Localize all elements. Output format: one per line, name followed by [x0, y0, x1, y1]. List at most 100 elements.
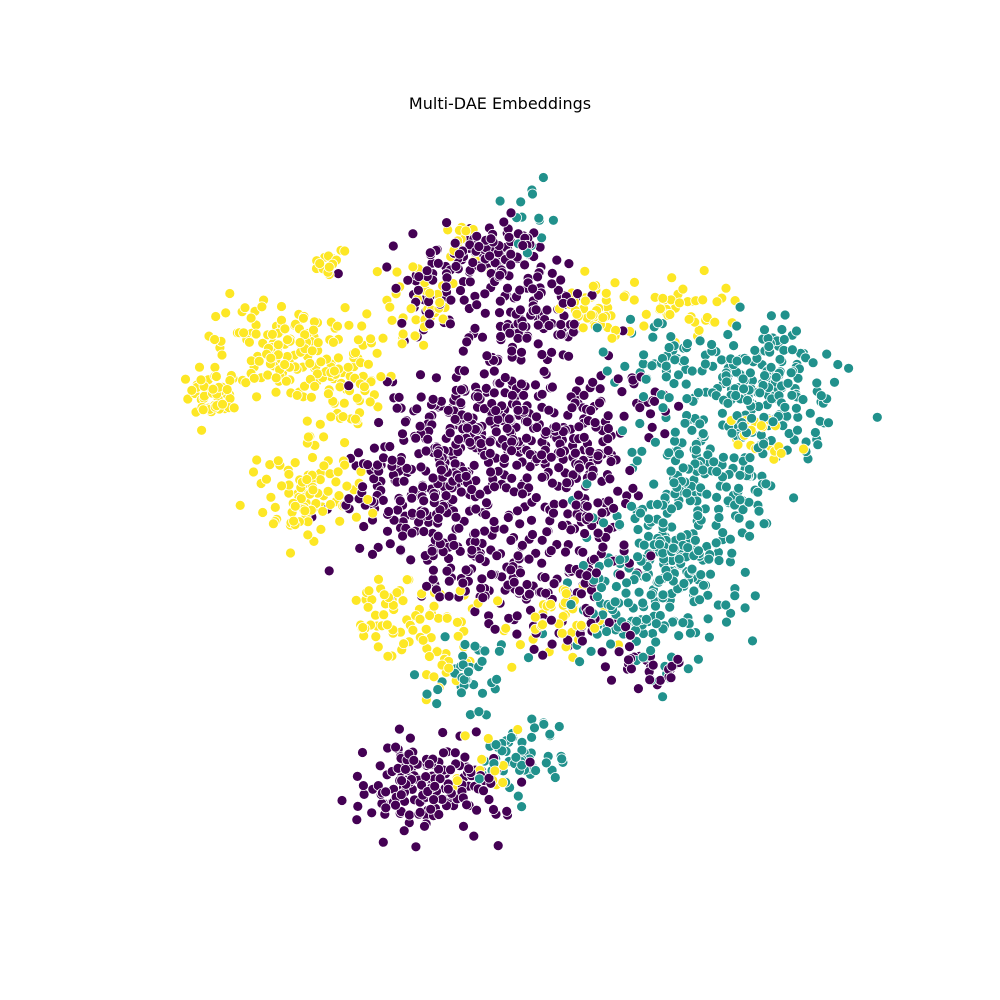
scatter-point — [240, 377, 252, 389]
scatter-point — [434, 297, 446, 308]
scatter-point — [492, 413, 504, 425]
scatter-point — [686, 365, 698, 377]
scatter-point — [423, 758, 435, 770]
scatter-point — [606, 332, 618, 344]
scatter-point — [324, 499, 336, 510]
scatter-point — [221, 384, 233, 395]
scatter-point — [471, 804, 483, 816]
scatter-point — [279, 323, 291, 335]
scatter-point — [234, 499, 246, 511]
scatter-point — [451, 775, 463, 787]
scatter-point — [587, 376, 599, 388]
scatter-point — [502, 282, 513, 294]
scatter-point — [424, 318, 436, 330]
scatter-point — [613, 646, 625, 658]
scatter-point — [646, 360, 658, 372]
scatter-point — [314, 258, 326, 269]
scatter-point — [551, 254, 563, 266]
scatter-point — [555, 319, 567, 330]
scatter-point — [470, 726, 482, 738]
scatter-point — [475, 582, 487, 594]
scatter-point — [536, 349, 548, 360]
scatter-point — [744, 530, 755, 542]
scatter-point — [251, 454, 263, 466]
scatter-point — [443, 662, 455, 674]
scatter-point — [483, 794, 495, 805]
scatter-point — [409, 330, 421, 342]
scatter-point — [315, 356, 327, 368]
scatter-point — [643, 513, 654, 525]
scatter-point — [574, 656, 585, 667]
scatter-point — [437, 727, 449, 738]
scatter-point — [521, 416, 533, 428]
scatter-point — [717, 407, 728, 419]
scatter-point — [377, 836, 389, 848]
scatter-point — [565, 524, 577, 536]
scatter-point — [726, 547, 738, 559]
scatter-point — [449, 747, 461, 759]
scatter-point — [655, 303, 666, 315]
scatter-point — [441, 272, 453, 284]
scatter-point — [390, 282, 402, 294]
scatter-point — [420, 623, 432, 635]
scatter-point — [477, 331, 488, 343]
scatter-point — [547, 381, 558, 393]
scatter-point — [374, 760, 386, 772]
scatter-point — [512, 550, 524, 562]
scatter-point — [591, 567, 602, 579]
chart-title: Multi-DAE Embeddings — [408, 94, 592, 113]
scatter-point — [511, 459, 523, 471]
scatter-point — [666, 660, 678, 672]
scatter-point — [461, 422, 473, 434]
scatter-point — [530, 492, 542, 504]
scatter-point — [494, 295, 506, 307]
scatter-point — [763, 341, 775, 352]
scatter-point — [649, 395, 660, 407]
scatter-point — [301, 474, 313, 485]
scatter-point — [628, 294, 640, 306]
scatter-point — [843, 362, 854, 374]
scatter-point — [186, 384, 198, 396]
scatter-point — [294, 337, 306, 348]
scatter-point — [288, 515, 300, 527]
scatter-point — [681, 393, 693, 405]
scatter-point — [253, 355, 265, 367]
scatter-point — [533, 212, 545, 224]
scatter-point — [332, 466, 344, 478]
scatter-point — [477, 687, 488, 699]
scatter-point — [371, 347, 383, 359]
scatter-point — [440, 490, 452, 502]
scatter-point — [540, 426, 552, 438]
scatter-point — [536, 557, 548, 569]
scatter-point — [471, 230, 483, 242]
scatter-point — [466, 544, 478, 556]
scatter-point — [611, 581, 622, 592]
scatter-point — [770, 371, 782, 383]
scatter-point — [415, 391, 427, 403]
scatter-point — [674, 448, 685, 460]
scatter-point — [337, 411, 349, 423]
scatter-point — [631, 455, 643, 467]
scatter-point — [432, 513, 444, 524]
scatter-point — [488, 387, 500, 399]
scatter-point — [362, 494, 374, 505]
scatter-point — [738, 383, 749, 395]
scatter-point — [307, 484, 319, 496]
scatter-point — [322, 388, 334, 400]
scatter-point — [307, 452, 318, 463]
scatter-point — [681, 487, 693, 499]
scatter-point — [431, 698, 443, 709]
scatter-point — [384, 538, 396, 550]
scatter-point — [634, 402, 646, 414]
scatter-point — [368, 473, 380, 485]
scatter-point — [276, 480, 288, 492]
scatter-point — [398, 825, 410, 837]
scatter-point — [220, 307, 232, 319]
scatter-point — [261, 473, 272, 485]
scatter-point — [484, 436, 496, 448]
scatter-point — [632, 524, 644, 535]
scatter-point — [464, 276, 476, 288]
scatter-point — [409, 669, 420, 681]
scatter-point — [648, 478, 660, 490]
